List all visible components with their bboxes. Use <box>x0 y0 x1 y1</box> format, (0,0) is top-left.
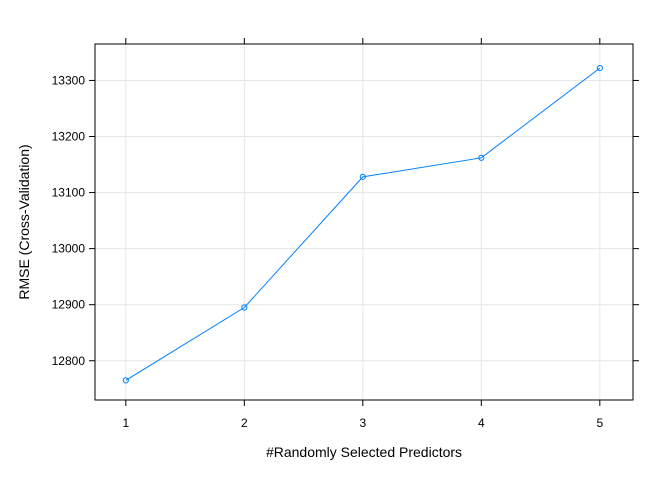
grid-layer <box>95 44 633 400</box>
y-tick-label: 13300 <box>52 73 86 87</box>
data-point <box>596 65 603 72</box>
y-tick-label: 13000 <box>52 242 86 256</box>
x-tick-label: 4 <box>478 416 485 430</box>
x-tick-label: 5 <box>596 416 603 430</box>
y-tick-label: 12800 <box>52 354 86 368</box>
tick-layer <box>89 38 639 406</box>
y-axis-title: RMSE (Cross-Validation) <box>16 144 32 299</box>
x-tick-label: 3 <box>359 416 366 430</box>
x-tick-label: 2 <box>241 416 248 430</box>
data-point <box>122 377 129 384</box>
x-axis-title: #Randomly Selected Predictors <box>266 444 462 460</box>
y-tick-label: 12900 <box>52 298 86 312</box>
plot-frame <box>94 43 634 401</box>
x-tick-label: 1 <box>122 416 129 430</box>
series-layer <box>122 65 603 384</box>
data-point <box>241 304 248 311</box>
data-point <box>359 173 366 180</box>
tick-label-layer: 1 2 3 4 5 12800 12900 13000 13100 13200 13300 <box>52 73 604 430</box>
y-tick-label: 13200 <box>52 130 86 144</box>
y-tick-label: 13100 <box>52 186 86 200</box>
series-line <box>125 67 601 381</box>
data-point <box>478 154 485 161</box>
